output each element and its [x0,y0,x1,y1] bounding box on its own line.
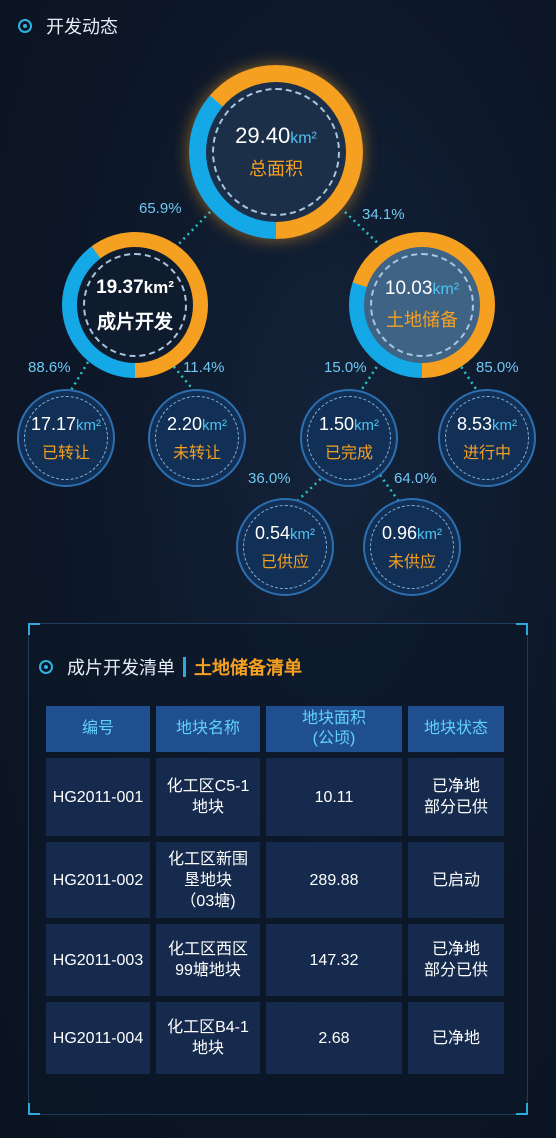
total-area-label: 总面积 [249,159,303,179]
not-transferred-percent: 11.4% [183,359,225,376]
list-tabs: 成片开发清单 土地储备清单 [39,654,302,680]
cell-id: HG2011-003 [46,924,150,996]
col-header-status: 地块状态 [408,706,504,752]
not-supplied-value: 0.96km² [381,522,443,543]
cell-id: HG2011-001 [46,758,150,836]
development-label: 成片开发 [96,311,173,333]
cell-area: 10.11 [266,758,402,836]
section-title: 开发动态 [46,17,118,37]
connector-lines [68,211,480,504]
link-reserve-inprogress [456,361,480,393]
transferred-label: 已转让 [41,444,90,462]
cell-status: 已净地 [408,1002,504,1074]
cell-name: 化工区C5-1 地块 [156,758,260,836]
not-supplied-label: 未供应 [387,553,436,571]
reserve-value: 10.03km² [384,278,460,299]
supplied-circle: 0.54km² 已供应 [236,498,334,596]
link-dev-transferred [68,361,90,393]
reserve-label: 土地储备 [386,310,458,330]
in-progress-circle: 8.53km² 进行中 [438,389,536,487]
completed-percent: 15.0% [324,359,367,376]
link-completed-supplied [294,474,326,504]
reserve-donut: 10.03km² 土地储备 [349,232,495,378]
transferred-percent: 88.6% [28,359,71,376]
cell-id: HG2011-002 [46,842,150,918]
cell-name: 化工区西区 99塘地块 [156,924,260,996]
total-area-donut: 29.40km² 总面积 [189,65,363,239]
panel-corner [516,623,528,635]
development-percent: 65.9% [139,200,182,217]
cell-area: 147.32 [266,924,402,996]
supplied-value: 0.54km² [254,522,316,543]
table-row[interactable]: HG2011-004 化工区B4-1 地块 2.68 已净地 [46,1002,504,1074]
completed-label: 已完成 [324,444,373,462]
table-row[interactable]: HG2011-003 化工区西区 99塘地块 147.32 已净地 部分已供 [46,924,504,996]
not-transferred-circle: 2.20km² 未转让 [148,389,246,487]
panel-corner [28,1103,40,1115]
cell-area: 289.88 [266,842,402,918]
list-panel: 成片开发清单 土地储备清单 编号 地块名称 地块面积 (公顷) 地块状态 HG2… [28,623,528,1115]
in-progress-label: 进行中 [462,444,511,462]
not-supplied-percent: 64.0% [394,470,437,487]
cell-status: 已净地 部分已供 [408,924,504,996]
not-supplied-circle: 0.96km² 未供应 [363,498,461,596]
tab-development-list[interactable]: 成片开发清单 [67,658,175,678]
total-area-value: 29.40km² [235,123,317,148]
in-progress-percent: 85.0% [476,359,519,376]
col-header-name: 地块名称 [156,706,260,752]
link-reserve-completed [358,361,382,393]
not-transferred-label: 未转让 [172,444,221,462]
target-icon [39,660,53,674]
table-row[interactable]: HG2011-001 化工区C5-1 地块 10.11 已净地 部分已供 [46,758,504,836]
cell-status: 已启动 [408,842,504,918]
col-header-id: 编号 [46,706,150,752]
tab-reserve-list[interactable]: 土地储备清单 [194,658,302,678]
tab-divider [183,657,186,677]
supplied-percent: 36.0% [248,470,291,487]
cell-id: HG2011-004 [46,1002,150,1074]
development-donut: 19.37km² 成片开发 [62,232,208,378]
transferred-value: 17.17km² [30,413,102,434]
target-icon [18,19,32,33]
cell-area: 2.68 [266,1002,402,1074]
table-row[interactable]: HG2011-002 化工区新围 垦地块 （03塘) 289.88 已启动 [46,842,504,918]
supplied-label: 已供应 [260,553,309,571]
cell-status: 已净地 部分已供 [408,758,504,836]
land-table: 编号 地块名称 地块面积 (公顷) 地块状态 HG2011-001 化工区C5-… [40,700,510,1080]
transferred-circle: 17.17km² 已转让 [17,389,115,487]
link-dev-nottransferred [169,361,196,393]
in-progress-value: 8.53km² [456,413,518,434]
development-value: 19.37km² [96,276,174,298]
completed-value: 1.50km² [318,413,380,434]
cell-name: 化工区新围 垦地块 （03塘) [156,842,260,918]
table-header-row: 编号 地块名称 地块面积 (公顷) 地块状态 [46,706,504,752]
panel-corner [28,623,40,635]
col-header-area: 地块面积 (公顷) [266,706,402,752]
cell-name: 化工区B4-1 地块 [156,1002,260,1074]
reserve-percent: 34.1% [362,206,405,223]
panel-corner [516,1103,528,1115]
completed-circle: 1.50km² 已完成 [300,389,398,487]
section-header: 开发动态 [18,14,118,38]
not-transferred-value: 2.20km² [166,413,228,434]
